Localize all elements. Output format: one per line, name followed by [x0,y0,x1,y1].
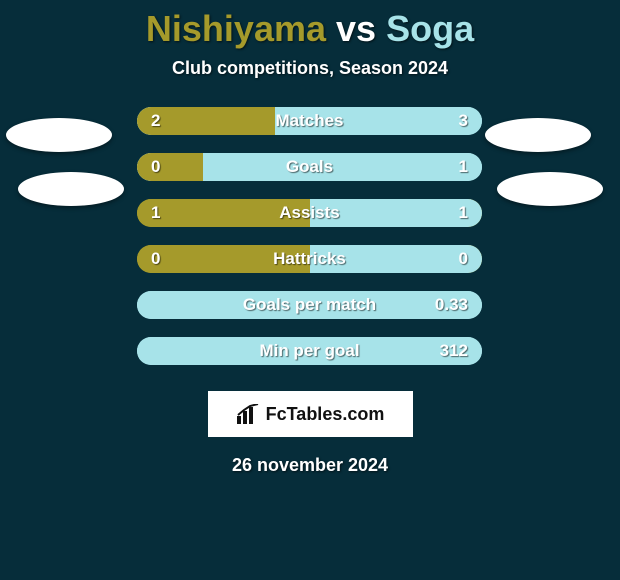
stat-label: Hattricks [137,245,482,273]
stat-value-right: 0.33 [435,291,468,319]
title-player1: Nishiyama [146,8,326,49]
comparison-infographic: Nishiyama vs Soga Club competitions, Sea… [0,0,620,580]
footer-date: 26 november 2024 [0,455,620,476]
brand-badge: FcTables.com [208,391,413,437]
stat-row: 2 Matches 3 [0,107,620,153]
brand-text: FcTables.com [266,404,385,425]
stat-value-right: 3 [459,107,468,135]
stat-label: Matches [137,107,482,135]
title: Nishiyama vs Soga [0,8,620,50]
title-vs: vs [336,8,376,49]
stat-value-right: 1 [459,199,468,227]
stat-row: 1 Assists 1 [0,199,620,245]
stat-value-right: 0 [459,245,468,273]
bar-chart-icon [236,404,260,424]
stat-row: 0 Hattricks 0 [0,245,620,291]
stat-bar: 1 Assists 1 [137,199,482,227]
stat-bar: 0 Hattricks 0 [137,245,482,273]
stat-row: 0 Goals 1 [0,153,620,199]
title-player2: Soga [386,8,474,49]
subtitle: Club competitions, Season 2024 [0,58,620,79]
stat-value-right: 312 [440,337,468,365]
stat-row: Goals per match 0.33 [0,291,620,337]
stat-bar: Min per goal 312 [137,337,482,365]
stat-label: Goals [137,153,482,181]
stat-label: Goals per match [137,291,482,319]
stat-bar: 2 Matches 3 [137,107,482,135]
stats-area: 2 Matches 3 0 Goals 1 1 Assists 1 [0,107,620,383]
stat-bar: 0 Goals 1 [137,153,482,181]
stat-value-right: 1 [459,153,468,181]
stat-row: Min per goal 312 [0,337,620,383]
stat-label: Assists [137,199,482,227]
stat-label: Min per goal [137,337,482,365]
stat-bar: Goals per match 0.33 [137,291,482,319]
